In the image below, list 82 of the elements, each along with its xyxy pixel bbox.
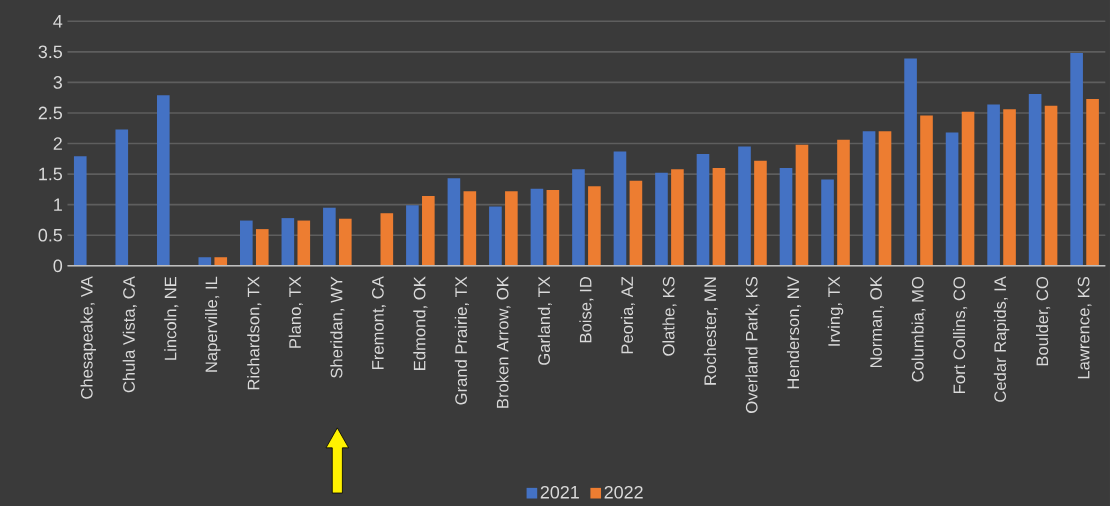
bar (73, 156, 87, 266)
bar (380, 213, 394, 266)
bar (297, 220, 311, 266)
bar (987, 104, 1000, 266)
bar (862, 131, 876, 266)
x-tick-label: Grand Prairie, TX (454, 276, 469, 405)
bar (613, 151, 627, 266)
y-tick-label: 2 (53, 137, 62, 150)
y-tick-label: 1.5 (39, 167, 63, 181)
x-tick-label: Richardson, TX (247, 276, 262, 390)
x-tick-label: Cedar Rapids, IA (993, 276, 1010, 402)
bar (945, 132, 959, 266)
x-tick-label: Naperville, IL (205, 276, 221, 372)
x-tick-label: Fort Collins, CO (952, 276, 968, 393)
bar (961, 111, 975, 266)
x-tick-label: Irving, TX (827, 276, 844, 346)
x-tick-label: Rochester, MN (703, 277, 719, 385)
bar (920, 115, 933, 266)
bar (546, 189, 560, 266)
x-tick-label: Edmond, OK (413, 276, 428, 370)
bar (115, 129, 129, 266)
y-tick-label: 1 (54, 198, 62, 211)
bar (671, 169, 684, 266)
bar (795, 144, 809, 266)
bar (821, 179, 834, 266)
y-tick-label: 3 (53, 75, 62, 89)
bar (904, 58, 917, 266)
bar (214, 257, 228, 266)
bar (463, 191, 477, 266)
bar (779, 167, 793, 266)
x-tick-label: Fremont, CA (371, 276, 386, 369)
legend-label: 2022 (604, 485, 643, 499)
bar (156, 95, 170, 266)
y-tick-label: 3.5 (38, 45, 63, 59)
bar (422, 195, 435, 266)
bar (1070, 52, 1083, 266)
bar (754, 160, 767, 266)
x-tick-label: Plano, TX (288, 276, 303, 348)
x-tick-label: Boise, ID (579, 276, 594, 343)
bar (738, 146, 751, 266)
bar (323, 207, 336, 266)
bar (338, 218, 352, 266)
bar (1086, 98, 1099, 266)
bar (505, 191, 518, 266)
x-tick-label: Columbia, MO (911, 276, 926, 382)
bar (198, 257, 212, 266)
bar (240, 220, 253, 266)
y-tick-label: 4 (53, 14, 63, 28)
x-tick-label: Henderson, NV (786, 276, 802, 389)
x-tick-label: Chesapeake, VA (80, 276, 96, 399)
x-tick-label: Peoria, AZ (620, 276, 636, 354)
bar (447, 178, 461, 266)
bar (696, 153, 710, 266)
y-tick-label: 2.5 (38, 106, 63, 120)
x-tick-label: Sheridan, WY (330, 276, 345, 378)
legend-label: 2021 (540, 485, 579, 499)
x-tick-label: Lincoln, NE (164, 276, 179, 360)
bar (712, 167, 726, 266)
x-tick-label: Boulder, CO (1035, 276, 1051, 366)
x-tick-label: Lawrence, KS (1077, 276, 1092, 379)
bar (489, 206, 502, 266)
bar (255, 228, 269, 266)
bar (1044, 105, 1058, 266)
bar (572, 169, 585, 266)
bar (530, 188, 544, 266)
x-tick-label: Norman, OK (870, 276, 884, 367)
bar (878, 131, 892, 266)
bar (406, 205, 419, 266)
bar (655, 172, 668, 266)
x-tick-label: Garland, TX (537, 276, 552, 365)
bar (1028, 93, 1042, 266)
bar (1003, 109, 1016, 266)
x-tick-label: Olathe, KS (662, 276, 677, 356)
x-tick-label: Overland Park, KS (745, 276, 760, 413)
bar (281, 217, 295, 266)
bar (837, 139, 850, 266)
x-tick-label: Broken Arrow, OK (496, 276, 511, 408)
y-tick-label: 0 (53, 259, 63, 272)
y-tick-label: 0.5 (38, 228, 63, 242)
bar (588, 186, 601, 266)
x-tick-label: Chula Vista, CA (122, 276, 137, 393)
bar (629, 180, 643, 266)
